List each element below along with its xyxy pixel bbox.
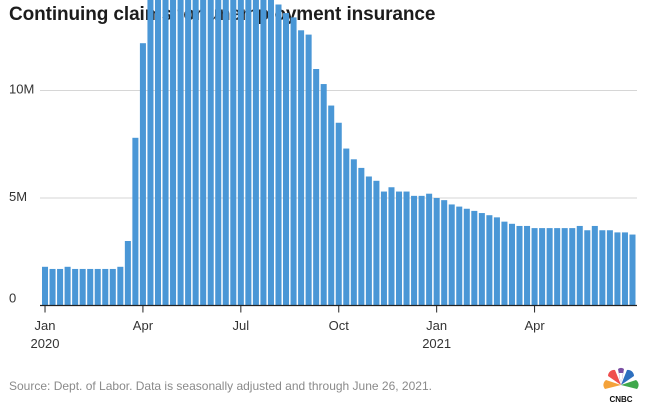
- bar: [57, 268, 64, 306]
- bar: [267, 0, 274, 306]
- chart-title: Continuing claims for unemployment insur…: [9, 4, 436, 25]
- bar: [426, 193, 433, 306]
- bar: [463, 208, 470, 306]
- bar: [64, 266, 71, 306]
- bar: [283, 13, 290, 306]
- bar: [215, 0, 222, 306]
- bar: [49, 268, 56, 306]
- bar: [275, 4, 282, 306]
- bar: [350, 159, 357, 306]
- bar: [117, 266, 124, 306]
- bar: [320, 84, 327, 306]
- bar: [147, 0, 154, 306]
- bar: [124, 241, 131, 306]
- x-tick-label: Oct: [329, 318, 350, 333]
- bar: [561, 228, 568, 306]
- bar: [569, 228, 576, 306]
- bars: [42, 0, 636, 306]
- cnbc-logo: CNBC: [603, 368, 639, 404]
- bar: [252, 0, 259, 306]
- bar: [584, 230, 591, 306]
- bar: [418, 195, 425, 306]
- bar: [245, 0, 252, 306]
- y-axis-labels: 05M10M15M20M: [9, 82, 34, 306]
- bar: [448, 204, 455, 306]
- bar: [185, 0, 192, 306]
- x-tick-year-label: 2021: [422, 336, 451, 351]
- y-tick-label: 0: [9, 291, 16, 306]
- bar: [328, 105, 335, 306]
- x-axis-ticks: Jan 2020 Apr Jul Oct Jan 2021 Apr: [31, 305, 545, 351]
- bar: [478, 213, 485, 306]
- bar: [606, 230, 613, 306]
- bar: [591, 225, 598, 306]
- bar: [403, 191, 410, 306]
- bar: [335, 122, 342, 306]
- bar: [621, 232, 628, 306]
- bar: [177, 0, 184, 306]
- bar: [222, 0, 229, 306]
- x-tick-label: Jul: [233, 318, 250, 333]
- bar: [508, 223, 515, 306]
- bar: [298, 30, 305, 306]
- bar: [554, 228, 561, 306]
- bar: [388, 187, 395, 306]
- bar: [260, 0, 267, 306]
- bar: [531, 228, 538, 306]
- x-tick-label: Apr: [133, 318, 154, 333]
- bar: [380, 191, 387, 306]
- bar: [162, 0, 169, 306]
- bar: [42, 266, 49, 306]
- bar: [546, 228, 553, 306]
- x-tick-year-label: 2020: [31, 336, 60, 351]
- bar: [373, 180, 380, 306]
- bar: [524, 225, 531, 306]
- bar: [539, 228, 546, 306]
- bar: [207, 0, 214, 306]
- bar: [456, 206, 463, 306]
- y-tick-label: 5M: [9, 189, 27, 204]
- bar: [313, 69, 320, 306]
- bar: [486, 215, 493, 306]
- bar: [237, 0, 244, 306]
- bar: [109, 268, 116, 306]
- bar: [192, 0, 199, 306]
- bar: [395, 191, 403, 306]
- bar: [493, 217, 500, 306]
- bar: [102, 268, 109, 306]
- bar: [132, 137, 139, 306]
- bar: [139, 43, 146, 306]
- bar: [411, 195, 418, 306]
- bar: [94, 268, 101, 306]
- bar: [154, 0, 161, 306]
- bar: [200, 0, 207, 306]
- logo-text: CNBC: [609, 395, 632, 404]
- bar: [441, 200, 448, 306]
- bar: [343, 148, 350, 306]
- y-tick-label: 10M: [9, 82, 34, 97]
- bar: [599, 230, 606, 306]
- bar: [305, 34, 312, 306]
- bar: [501, 221, 508, 306]
- bar: [614, 232, 621, 306]
- bar: [72, 268, 79, 306]
- bar: [576, 225, 583, 306]
- source-note: Source: Dept. of Labor. Data is seasonal…: [9, 379, 432, 393]
- bar: [629, 234, 636, 306]
- bar: [170, 0, 177, 306]
- bar: [79, 268, 86, 306]
- bar: [87, 268, 94, 306]
- bar: [433, 198, 440, 306]
- x-tick-label: Jan: [426, 318, 447, 333]
- bar: [230, 0, 237, 306]
- bar: [358, 167, 365, 306]
- bar: [471, 210, 478, 306]
- bar: [365, 176, 372, 306]
- bar: [516, 225, 523, 306]
- x-tick-label: Apr: [524, 318, 545, 333]
- x-tick-label: Jan: [35, 318, 56, 333]
- bar: [290, 17, 297, 306]
